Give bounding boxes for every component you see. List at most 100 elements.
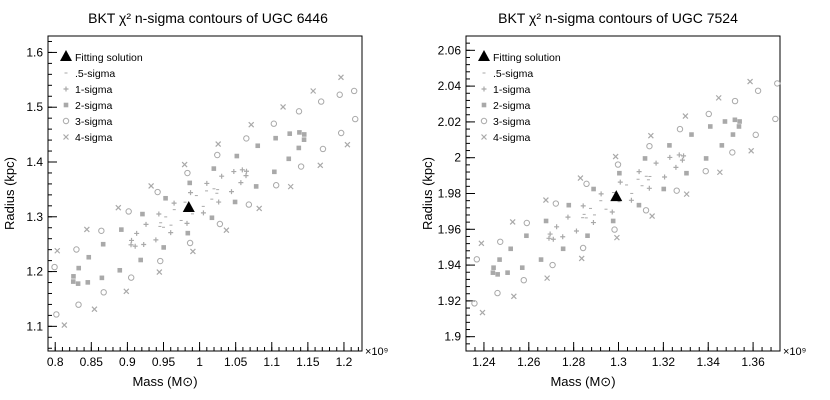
sigma-2-point (497, 257, 502, 262)
sigma-2-point (234, 153, 240, 159)
sigma-1-point (628, 197, 634, 203)
sigma-3-point (336, 91, 343, 98)
sigma-2-point (737, 119, 742, 124)
sigma-3-point (317, 98, 325, 105)
sigma-1-point (184, 220, 190, 226)
x-tick-label: 1.2 (336, 355, 353, 369)
sigma-2-point (301, 137, 307, 142)
sigma-4-point (256, 205, 263, 212)
legend-label: .5-sigma (75, 68, 115, 80)
sigma-4-point (649, 213, 656, 219)
sigma-3-point (352, 115, 359, 123)
sigma-4-point (123, 288, 130, 295)
sigma-1-point (580, 203, 586, 209)
sigma-2-point (272, 169, 277, 175)
y-tick-label: 1.98 (438, 187, 462, 201)
sigma-2-point (273, 135, 278, 141)
x-tick-label: 1.15 (296, 355, 320, 369)
sigma-1-point (231, 169, 237, 175)
y-axis-label: Radius (kpc) (2, 157, 17, 230)
sigma-4-point (181, 161, 188, 168)
sigma-3-point (752, 131, 759, 139)
legend-label: 4-sigma (493, 132, 531, 144)
legend: Fitting solution .5-sigma 1-sigma 2-sigma 3-… (478, 50, 561, 144)
sigma-2-point (707, 124, 713, 129)
sigma-4-point (544, 275, 551, 282)
sigma-2-point (524, 233, 529, 239)
sigma-1-point (238, 180, 244, 186)
y-tick-label: 2.06 (438, 43, 462, 57)
x-tick-label: 1.24 (472, 355, 496, 369)
sigma-1-point (617, 179, 623, 185)
sigma-2-point (719, 143, 725, 148)
legend-label: 4-sigma (75, 132, 113, 144)
sigma-1-point (554, 224, 560, 230)
sigma-2-point (76, 265, 82, 271)
sigma-4-point (280, 103, 286, 110)
sigma-3-point (549, 261, 556, 269)
y-tick-label: 1.2 (26, 265, 43, 279)
sigma-2-point (505, 270, 510, 275)
sigma-4-point (479, 309, 486, 316)
sigma-1-point (143, 221, 149, 227)
sigma-4-point (54, 247, 61, 254)
sigma-3-point (127, 274, 135, 281)
sigma-3-point (702, 167, 709, 175)
sigma-3-point (494, 289, 501, 297)
sigma-1-point (216, 199, 222, 205)
sigma-2-point (508, 246, 513, 252)
sigma-3-point (523, 219, 531, 227)
x-tick-label: 0.9 (119, 355, 136, 369)
sigma-1-point (573, 228, 579, 234)
sigma-4-point (647, 132, 654, 139)
sigma-2-point (730, 132, 736, 137)
legend: Fitting solution .5-sigma 1-sigma 2-sigma 3-… (60, 50, 143, 144)
sigma-3-point (350, 87, 358, 95)
x-tick-label: 0.95 (152, 355, 176, 369)
sigma-1-point (662, 174, 668, 180)
sigma-1-point (128, 242, 134, 248)
sigma-2-point (689, 132, 694, 137)
sigma-2-point (296, 145, 302, 151)
y-tick-label: 1.5 (26, 100, 43, 114)
sigma-1-point (239, 167, 245, 173)
sigma-4-point (715, 94, 722, 101)
sigma-4-point (613, 234, 620, 241)
contour-layer (471, 78, 781, 316)
sigma-3-point (579, 244, 587, 252)
sigma-1-point (219, 173, 225, 179)
sigma-2-point (253, 184, 259, 189)
sigma-2-point (255, 143, 261, 149)
sigma-4-point (115, 204, 122, 211)
sigma-3-point (125, 208, 132, 215)
sigma-1-point (547, 231, 553, 237)
sigma-3-point (676, 125, 684, 133)
sigma-1-point (129, 237, 135, 243)
sigma-3-point (98, 227, 105, 234)
sigma-4-point (682, 113, 689, 119)
sigma-3-point (705, 110, 712, 118)
sigma-2-point (119, 227, 124, 232)
sigma-1-point (646, 185, 652, 191)
sigma-2-point (70, 279, 76, 284)
sigma-4-point (338, 74, 344, 81)
sigma-1-point (681, 153, 687, 159)
sigma-1-point (243, 173, 249, 179)
sigma-4-point (287, 183, 294, 190)
sigma-3-point (270, 120, 278, 127)
sigma-4-point (317, 162, 324, 169)
sigma-1-point (132, 243, 138, 249)
fitting-solution-marker (182, 201, 195, 213)
sigma-2-point (85, 280, 91, 285)
legend-marker-4 (481, 134, 487, 140)
x-tick-label: 1.36 (741, 355, 765, 369)
y-tick-label: 2.04 (438, 79, 462, 93)
legend-label: 2-sigma (75, 100, 113, 112)
x-tick-label: 1.1 (263, 355, 280, 369)
x-tick-label: 1.28 (562, 355, 586, 369)
sigma-3-point (646, 142, 653, 150)
fitting-solution-marker (610, 190, 623, 202)
sigma-2-point (71, 274, 76, 279)
sigma-3-point (184, 169, 191, 177)
sigma-4-point (189, 248, 196, 255)
